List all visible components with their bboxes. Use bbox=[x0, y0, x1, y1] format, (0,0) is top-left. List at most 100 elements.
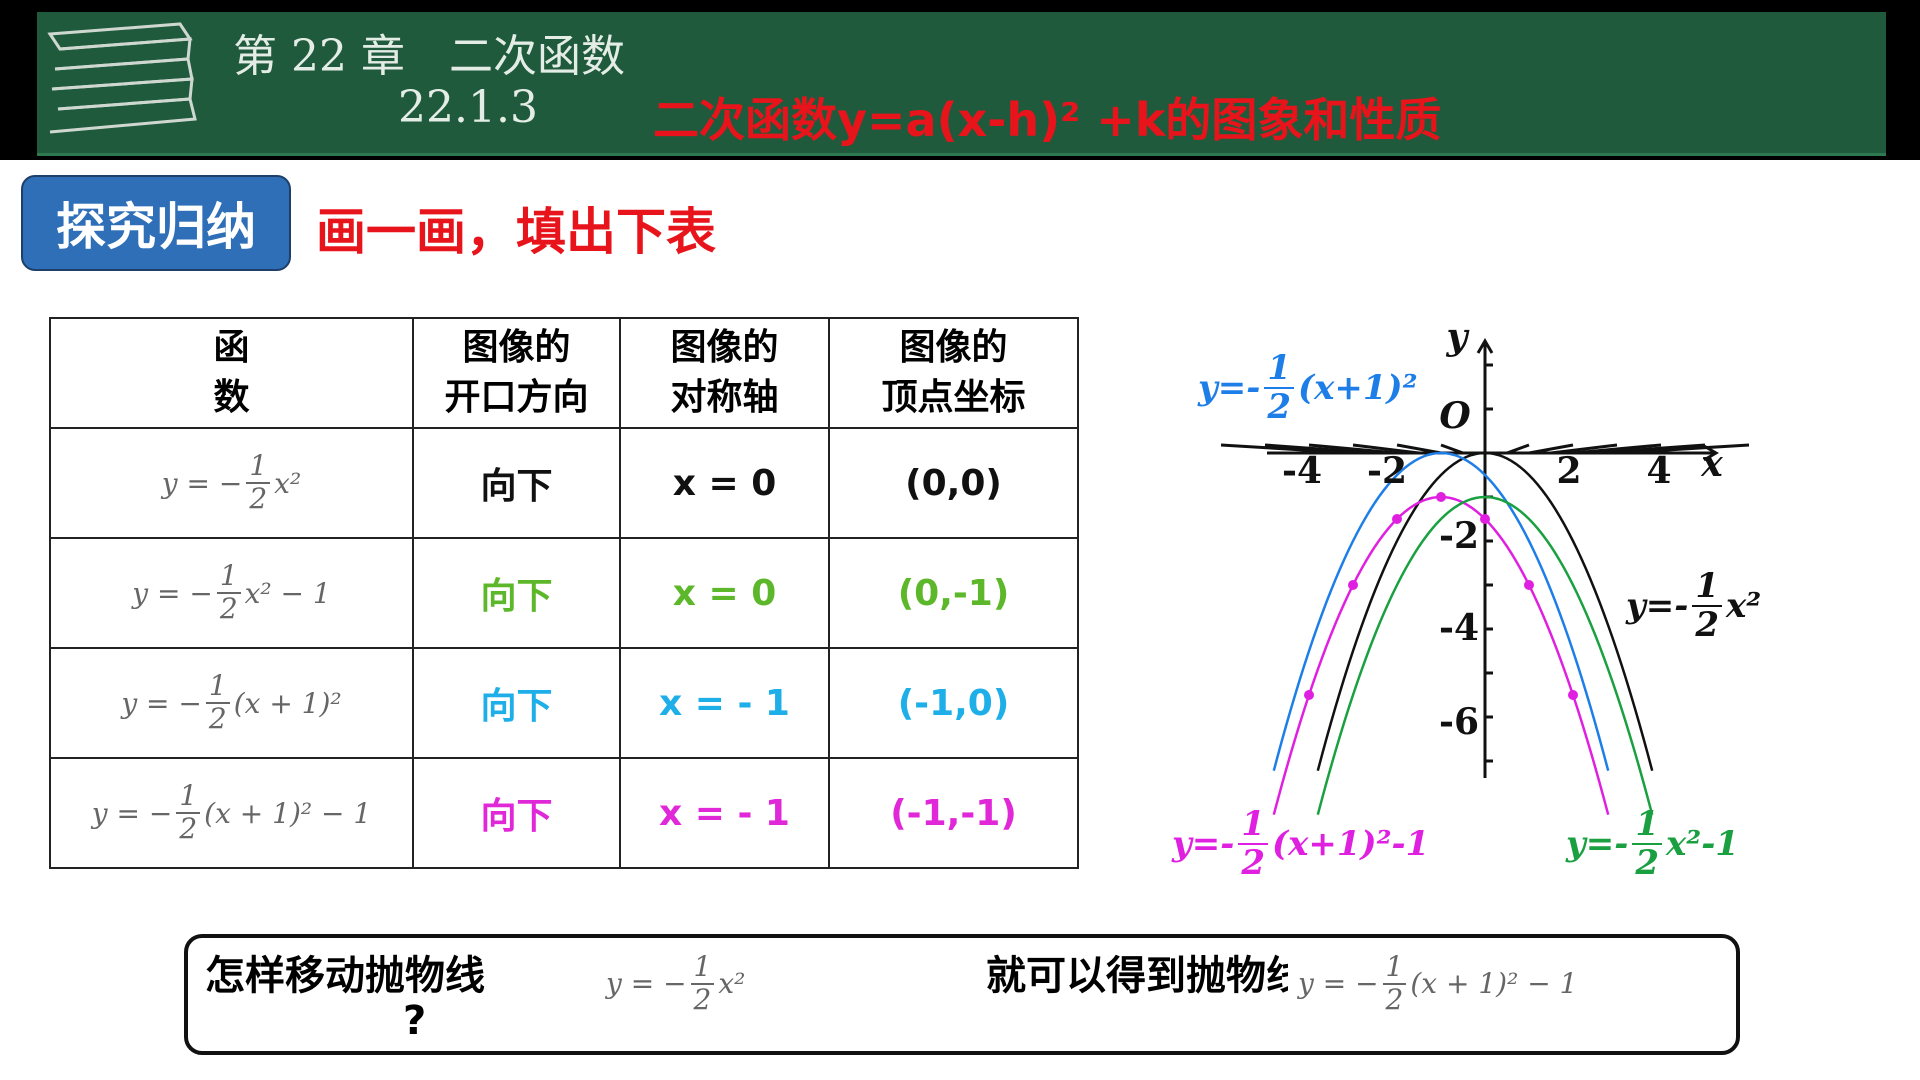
question-mark: ? bbox=[403, 998, 427, 1044]
header-cell: 函 数 bbox=[49, 317, 414, 429]
cell: y = −1 2 x² bbox=[49, 427, 414, 539]
numerator: 1 bbox=[1238, 805, 1269, 846]
cell: 向下 bbox=[412, 427, 621, 539]
header-board bbox=[37, 12, 1886, 156]
axis-label: x bbox=[1701, 443, 1723, 485]
formula-part: x² bbox=[718, 967, 746, 1001]
point bbox=[1436, 492, 1446, 502]
arrow bbox=[1476, 338, 1494, 354]
cell: x = - 1 bbox=[619, 647, 830, 759]
cell: x = - 1 bbox=[619, 757, 830, 869]
formula-part: y=- bbox=[1198, 368, 1261, 409]
formula-part: y=- bbox=[1566, 824, 1629, 865]
denominator: 2 bbox=[249, 482, 268, 515]
formula: y = −1 2 (x + 1)² − 1 bbox=[91, 780, 372, 845]
row: y = −1 2 (x + 1)² − 1 向下 x = - 1 (-1,-1) bbox=[49, 757, 1079, 869]
tick bbox=[1352, 443, 1420, 455]
numerator: 1 bbox=[1692, 567, 1723, 608]
cell: (-1,-1) bbox=[828, 757, 1079, 869]
point bbox=[1392, 514, 1402, 524]
y-tick-label: -2 bbox=[1439, 515, 1479, 557]
formula: y = −1 2 (x + 1)² − 1 bbox=[1298, 951, 1578, 1016]
cell: 向下 bbox=[412, 757, 621, 869]
x-tick-label: 4 bbox=[1646, 450, 1672, 492]
header-row: 函 数图像的 开口方向 图像的 对称轴 图像的 顶点坐标 bbox=[49, 317, 1079, 429]
chapter: 第 22 章 二次函数 bbox=[233, 31, 625, 82]
parabola bbox=[1272, 451, 1610, 772]
point bbox=[1568, 690, 1578, 700]
numerator: 1 bbox=[216, 560, 241, 594]
point bbox=[1348, 580, 1358, 590]
numerator: 1 bbox=[205, 670, 230, 704]
cell: x = 0 bbox=[619, 537, 830, 649]
y-tick-label: -6 bbox=[1439, 701, 1479, 743]
cell: 向下 bbox=[412, 647, 621, 759]
question-text: 就可以得到抛物线 bbox=[986, 953, 1288, 999]
formula-part: (x + 1)² − 1 bbox=[204, 796, 372, 830]
formula-part: (x + 1)² − 1 bbox=[1410, 967, 1578, 1001]
cell: (0,0) bbox=[828, 427, 1079, 539]
cell: (0,-1) bbox=[828, 537, 1079, 649]
formula-part: y = − bbox=[91, 796, 173, 830]
numerator: 1 bbox=[1382, 951, 1407, 985]
formula-part: y=- bbox=[1172, 824, 1235, 865]
tick bbox=[1528, 443, 1574, 455]
tick bbox=[1308, 443, 1398, 455]
header-cell: 图像的 顶点坐标 bbox=[828, 317, 1079, 429]
formula-part: y = − bbox=[121, 686, 202, 720]
point bbox=[1480, 514, 1490, 524]
formula-part: y = − bbox=[606, 967, 687, 1001]
curve-label: y=- 1 2 (x+1)²-1 bbox=[1172, 805, 1430, 883]
question-text: 怎样移动抛物线 bbox=[205, 953, 485, 999]
cell: x = 0 bbox=[619, 427, 830, 539]
tick bbox=[1616, 443, 1750, 455]
row: y = −1 2 x² 向下 x = 0 (0,0) bbox=[49, 427, 1079, 539]
numerator: 1 bbox=[176, 780, 201, 814]
cell: y = −1 2 (x + 1)² bbox=[49, 647, 414, 759]
numerator: 1 bbox=[246, 450, 271, 484]
table: 函 数图像的 开口方向 图像的 对称轴 图像的 顶点坐标 y = −1 2 x² 向下 x =… bbox=[49, 317, 1079, 869]
formula-part: (x+1)² bbox=[1298, 368, 1418, 409]
tick bbox=[1396, 443, 1442, 455]
tick bbox=[1594, 443, 1706, 455]
cell: (-1,0) bbox=[828, 647, 1079, 759]
x-tick-label: -2 bbox=[1367, 450, 1407, 492]
formula-part: x² bbox=[1726, 586, 1762, 627]
formula-part: y = − bbox=[161, 466, 243, 500]
point bbox=[1524, 580, 1534, 590]
formula-part: (x + 1)² bbox=[233, 686, 342, 720]
formula: y = −1 2 x² bbox=[606, 951, 746, 1016]
tick bbox=[1264, 443, 1376, 455]
denominator: 2 bbox=[1267, 387, 1292, 428]
formula-part: (x+1)²-1 bbox=[1272, 824, 1430, 865]
numerator: 1 bbox=[1264, 349, 1295, 390]
tick bbox=[1506, 443, 1530, 455]
point bbox=[1304, 690, 1314, 700]
cell: y = −1 2 x² − 1 bbox=[49, 537, 414, 649]
formula-part: y = − bbox=[132, 576, 213, 610]
y-tick-label: -4 bbox=[1439, 607, 1479, 649]
tick bbox=[1572, 443, 1662, 455]
cell: 向下 bbox=[412, 537, 621, 649]
numerator: 1 bbox=[690, 951, 715, 985]
header-cell: 图像的 对称轴 bbox=[619, 317, 830, 429]
tick bbox=[1550, 443, 1618, 455]
curve-label: y=- 1 2 (x+1)² bbox=[1198, 349, 1418, 428]
formula: y = −1 2 (x + 1)² bbox=[121, 670, 342, 735]
tick bbox=[1440, 443, 1464, 455]
row: y = −1 2 x² − 1 向下 x = 0 (0,-1) bbox=[49, 537, 1079, 649]
tick bbox=[1220, 443, 1354, 455]
denominator: 2 bbox=[208, 702, 227, 735]
formula-part: x² bbox=[274, 466, 302, 500]
denominator: 2 bbox=[1695, 605, 1720, 646]
denominator: 2 bbox=[1635, 843, 1660, 884]
parabola bbox=[1316, 451, 1654, 772]
